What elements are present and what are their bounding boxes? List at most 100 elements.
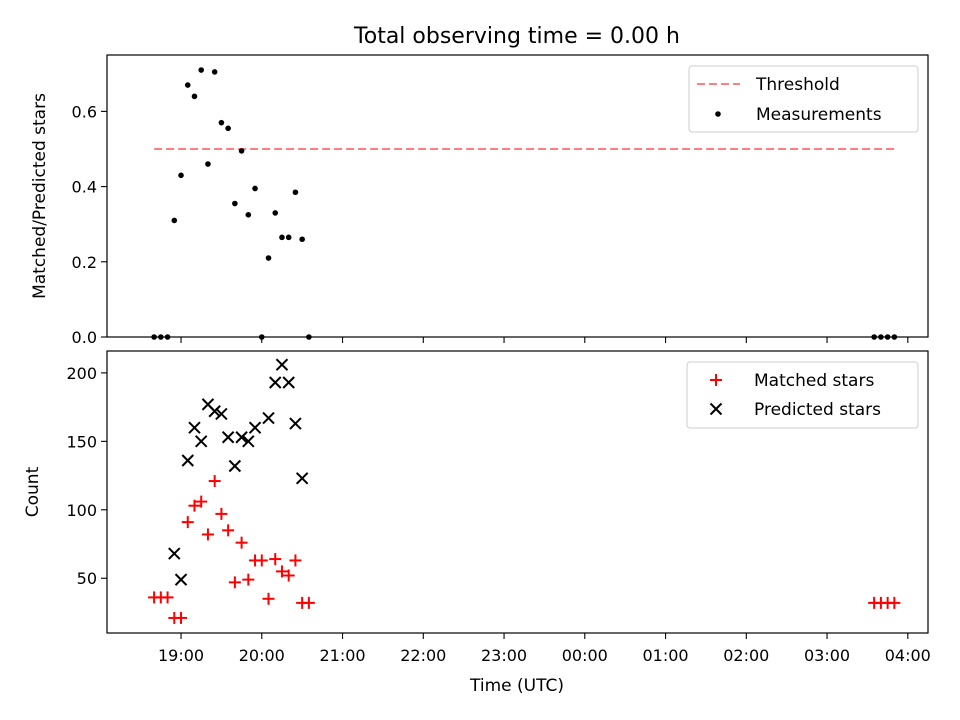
- measurement-points: [151, 67, 898, 340]
- legend-x-marker: [709, 402, 723, 416]
- ratio-x-ticks: [180, 337, 909, 343]
- legend-plus-marker: [710, 374, 722, 386]
- predicted-star-marker: [262, 411, 275, 425]
- matched-star-marker: [289, 554, 302, 567]
- y-tick-label: 100: [66, 501, 97, 520]
- predicted-star-marker: [242, 435, 255, 448]
- legend-predicted-swatch: [709, 402, 723, 416]
- ratio-panel-frame: [106, 54, 929, 338]
- measurement-point: [225, 125, 231, 132]
- count-panel-frame: [106, 350, 929, 634]
- measurement-point: [218, 119, 225, 126]
- predicted-star-marker: [168, 547, 181, 560]
- count-legend: Matched stars Predicted stars: [686, 361, 919, 429]
- matched-star-marker: [888, 596, 901, 609]
- legend-measurement-label: Measurements: [756, 105, 882, 125]
- x-tick-label: 01:00: [642, 646, 688, 665]
- matched-star-marker: [181, 516, 194, 529]
- y-tick-label: 150: [66, 432, 97, 451]
- measurement-point: [258, 334, 265, 340]
- legend-predicted-label: Predicted stars: [754, 400, 881, 420]
- measurement-point: [292, 189, 299, 196]
- predicted-star-marker: [195, 435, 208, 448]
- measurement-point: [891, 334, 898, 340]
- ratio-panel: Matched/Predicted stars 0.0 0.2 0.4 0.6 Thr…: [30, 54, 929, 347]
- measurement-point: [171, 217, 178, 224]
- measurement-point: [191, 93, 198, 100]
- ratio-legend-box: [688, 65, 919, 133]
- legend-matched-swatch: [710, 374, 722, 386]
- y-tick-label: 0.2: [72, 253, 97, 272]
- measurement-point: [279, 234, 285, 241]
- matched-star-marker: [255, 554, 268, 567]
- matched-star-marker: [275, 565, 288, 578]
- y-tick-label: 0.0: [72, 328, 97, 347]
- measurement-point: [238, 148, 245, 154]
- y-tick-label: 200: [66, 364, 97, 383]
- matched-star-marker: [175, 611, 188, 624]
- predicted-star-marker: [289, 417, 302, 430]
- matched-star-markers: [148, 475, 901, 624]
- measurement-point: [178, 172, 184, 179]
- measurement-point: [884, 334, 891, 340]
- x-tick-label: 03:00: [804, 646, 850, 665]
- ratio-y-ticks: 0.0 0.2 0.4 0.6: [72, 102, 107, 347]
- measurement-point: [158, 334, 164, 340]
- x-tick-label: 22:00: [400, 646, 446, 665]
- count-y-ticks: 50 100 150 200: [66, 364, 107, 588]
- matched-star-marker: [269, 553, 282, 566]
- predicted-star-marker: [181, 454, 194, 467]
- measurement-point: [184, 82, 191, 88]
- predicted-star-markers: [168, 358, 309, 586]
- predicted-star-marker: [275, 358, 289, 371]
- matched-star-marker: [282, 569, 295, 582]
- matched-star-marker: [208, 475, 221, 488]
- count-x-ticks: 19:00 20:00 21:00 22:00 23:00 00:00 01:00 02:00…: [158, 633, 931, 665]
- measurement-point: [871, 334, 877, 340]
- count-panel: Count Time (UTC) 50 100 150 200 19:00 20:00 2…: [23, 350, 931, 696]
- measurement-point: [198, 67, 205, 73]
- predicted-star-marker: [174, 573, 188, 586]
- measurement-point: [232, 200, 238, 207]
- measurement-point: [245, 212, 252, 218]
- predicted-star-marker: [295, 472, 309, 485]
- legend-threshold-label: Threshold: [755, 75, 840, 95]
- predicted-star-marker: [208, 405, 221, 418]
- x-tick-label: 02:00: [723, 646, 769, 665]
- predicted-star-marker: [221, 431, 235, 444]
- measurement-point: [265, 255, 272, 261]
- predicted-star-marker: [188, 421, 201, 434]
- y-tick-label: 50: [77, 569, 97, 588]
- x-tick-label: 00:00: [562, 646, 608, 665]
- x-tick-label: 04:00: [885, 646, 931, 665]
- x-tick-label: 23:00: [481, 646, 527, 665]
- measurement-point: [252, 185, 258, 192]
- measurement-point: [151, 334, 157, 340]
- matched-star-marker: [195, 495, 208, 508]
- matched-star-marker: [302, 596, 315, 609]
- ratio-y-axis-label: Matched/Predicted stars: [30, 93, 50, 299]
- y-tick-label: 0.6: [72, 102, 97, 121]
- count-y-axis-label: Count: [23, 466, 43, 517]
- matched-star-marker: [222, 524, 235, 537]
- measurement-point: [306, 334, 312, 340]
- matched-star-marker: [235, 536, 248, 549]
- legend-matched-label: Matched stars: [754, 371, 874, 391]
- chart-title: Total observing time = 0.00 h: [353, 24, 680, 49]
- predicted-star-marker: [228, 459, 242, 473]
- matched-star-marker: [161, 591, 174, 604]
- x-tick-label: 19:00: [158, 646, 204, 665]
- matched-star-marker: [215, 507, 228, 520]
- ratio-legend: Threshold Measurements: [688, 65, 919, 133]
- count-legend-box: [686, 361, 919, 429]
- measurement-point: [164, 334, 171, 340]
- predicted-star-marker: [235, 431, 248, 444]
- y-tick-label: 0.4: [72, 178, 97, 197]
- measurement-point: [272, 210, 279, 216]
- x-axis-label: Time (UTC): [469, 676, 564, 696]
- matched-star-marker: [188, 499, 201, 512]
- matched-star-marker: [228, 576, 241, 589]
- matched-star-marker: [201, 528, 214, 541]
- matched-star-marker: [262, 592, 275, 605]
